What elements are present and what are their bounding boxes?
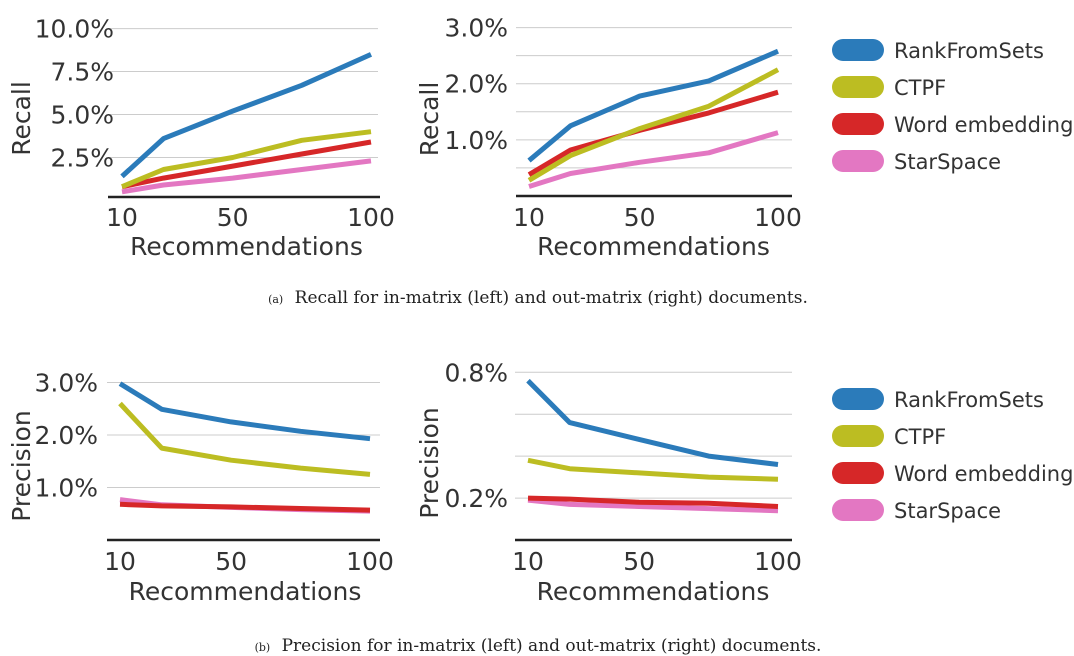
series-line-ctpf [118,401,371,477]
caption-b-letter: (b) [255,641,271,654]
series-line-word-embedding [121,139,372,190]
legend-swatch [832,76,884,98]
legend-swatch [832,150,884,172]
legend-label: RankFromSets [894,39,1044,63]
x-axis-label: Recommendations [129,577,362,606]
y-tick-label: 3.0% [444,14,508,43]
legend-label: CTPF [894,76,946,100]
y-axis-label: Precision [7,410,36,522]
legend-label: RankFromSets [894,388,1044,412]
legend-swatch [832,462,884,484]
y-tick-label: 2.5% [50,143,114,172]
y-tick-label: 2.0% [444,70,508,99]
x-tick-label: 100 [754,547,802,576]
x-tick-label: 50 [215,547,247,576]
legend-item: RankFromSets [832,388,1044,412]
series-line-rankfromsets [527,48,779,163]
y-axis-label: Precision [415,407,444,519]
legend-item: CTPF [832,425,946,449]
charts-layer: 2.5%5.0%7.5%10.0%10 50 100RecommendationsR… [7,14,802,606]
legend-label: StarSpace [894,499,1001,523]
y-tick-label: 5.0% [50,101,114,130]
legend-item: RankFromSets [832,39,1044,63]
y-tick-label: 2.0% [34,421,98,450]
x-tick-label: 50 [217,203,249,232]
x-axis-label: Recommendations [537,577,770,606]
x-tick-label: 50 [624,203,656,232]
caption-a: (a) Recall for in-matrix (left) and out-… [268,288,808,308]
series-line-ctpf [527,67,780,183]
x-tick-label: 100 [347,203,395,232]
legend-swatch [832,113,884,135]
y-tick-label: 0.8% [444,358,508,387]
series-line-starspace [121,158,372,195]
caption-a-letter: (a) [268,293,283,306]
series-line-ctpf [121,129,372,190]
x-axis-label: Recommendations [130,232,363,261]
y-tick-label: 10.0% [35,15,114,44]
legend-item: CTPF [832,76,946,100]
series-line-ctpf [527,457,779,482]
series-line-word-embedding [119,501,371,513]
legend-label: StarSpace [894,150,1001,174]
legend-swatch [832,425,884,447]
x-tick-label: 100 [346,547,394,576]
x-axis-label: Recommendations [537,232,770,261]
series-line-rankfromsets [120,52,373,179]
legend-item: StarSpace [832,150,1001,174]
y-tick-label: 1.0% [34,474,98,503]
y-axis-label: Recall [415,82,444,157]
series-line-starspace [527,497,779,514]
x-tick-label: 10 [106,203,138,232]
series-line-word-embedding [527,495,779,509]
y-tick-label: 7.5% [50,58,114,87]
caption-a-text: Recall for in-matrix (left) and out-matr… [295,288,808,308]
legend-item: Word embedding [832,462,1073,486]
series-line-rankfromsets [526,378,779,467]
legend-item: Word embedding [832,113,1073,137]
x-tick-label: 10 [512,547,544,576]
legend-swatch [832,39,884,61]
legend-label: Word embedding [894,113,1073,137]
y-tick-label: 1.0% [444,126,508,155]
x-tick-label: 50 [623,547,655,576]
y-tick-label: 3.0% [34,369,98,398]
legend-swatch [832,388,884,410]
legend-recall: RankFromSets CTPF Word embedding StarSpace [832,39,1073,174]
legend-swatch [832,499,884,521]
x-tick-label: 10 [513,203,545,232]
legend-item: StarSpace [832,499,1001,523]
legend-label: Word embedding [894,462,1073,486]
legend-precision: RankFromSets CTPF Word embedding StarSpace [832,388,1073,523]
y-tick-label: 0.2% [444,484,508,513]
series-line-rankfromsets [118,381,371,442]
x-tick-label: 100 [754,203,802,232]
caption-b-text: Precision for in-matrix (left) and out-m… [282,636,822,656]
y-axis-label: Recall [7,81,36,156]
caption-b: (b) Precision for in-matrix (left) and o… [255,636,822,656]
x-tick-label: 10 [104,547,136,576]
legend-label: CTPF [894,425,946,449]
series-line-starspace [528,130,779,189]
